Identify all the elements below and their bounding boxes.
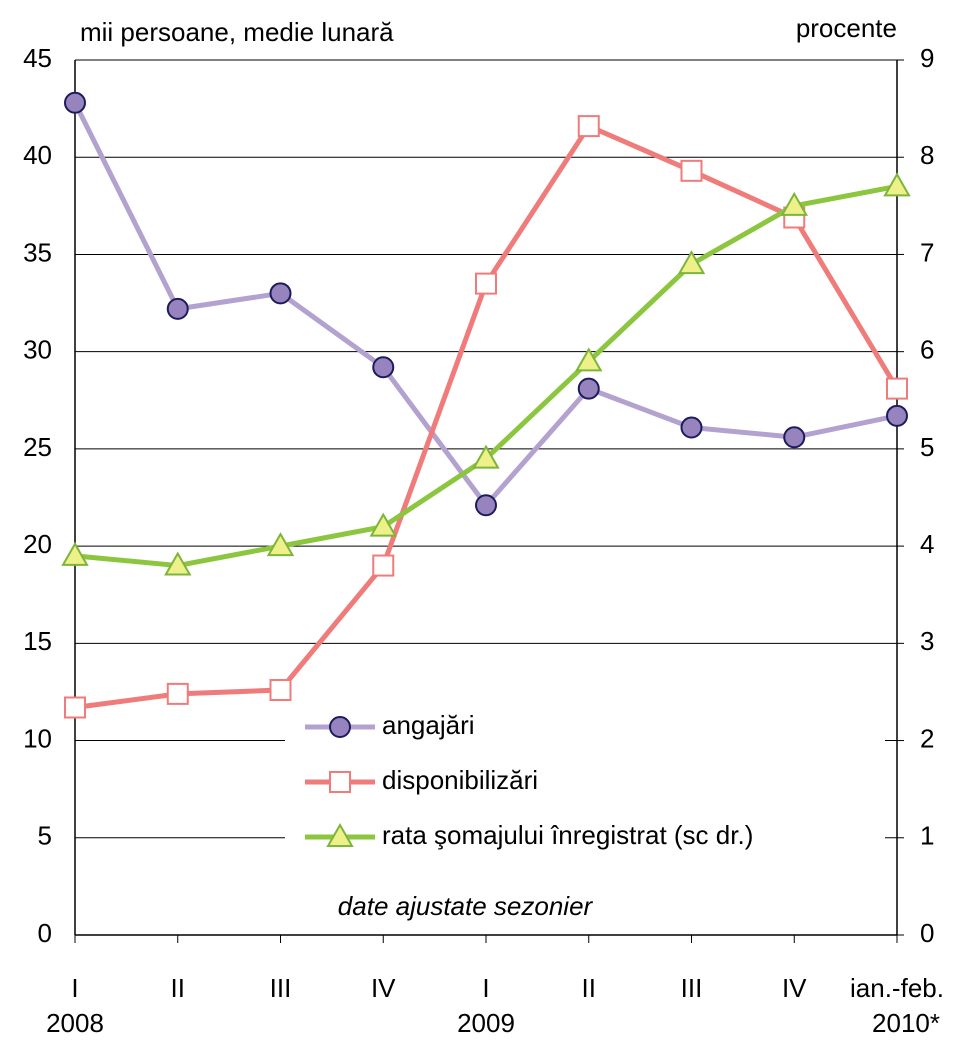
y2-tick-label: 3 (920, 626, 934, 656)
series-line (74, 123, 900, 710)
y-tick-label: 20 (23, 529, 52, 559)
y-tick-label: 40 (23, 140, 52, 170)
marker (783, 426, 806, 449)
marker (269, 282, 292, 305)
marker (64, 696, 86, 719)
marker (329, 716, 351, 738)
marker (883, 172, 911, 197)
y-tick-label: 30 (23, 335, 52, 365)
legend-label: disponibilizări (382, 765, 538, 795)
y-tick-label: 25 (23, 432, 52, 462)
year-label: 2010* (872, 1008, 940, 1038)
y-axis-label: mii persoane, medie lunară (80, 17, 394, 47)
y2-tick-label: 5 (920, 432, 934, 462)
y-tick-label: 10 (23, 723, 52, 753)
x-tick-label: I (71, 973, 78, 1003)
x-tick-label: ian.-feb. (850, 973, 944, 1003)
marker (266, 532, 295, 557)
x-tick-label: III (681, 973, 703, 1003)
legend-label: angajări (382, 710, 475, 740)
y2-tick-label: 9 (920, 43, 934, 73)
legend-label: rata şomajului înregistrat (sc dr.) (382, 820, 753, 850)
marker (577, 115, 600, 138)
marker (472, 444, 500, 469)
y2-tick-label: 6 (920, 335, 934, 365)
year-label: 2008 (46, 1008, 104, 1038)
marker (372, 356, 395, 379)
marker (61, 541, 89, 566)
y2-tick-label: 4 (920, 529, 934, 559)
y2-tick-label: 0 (920, 918, 934, 948)
y2-tick-label: 8 (920, 140, 934, 170)
x-tick-label: II (171, 973, 185, 1003)
x-tick-label: II (582, 973, 596, 1003)
marker (575, 347, 603, 372)
y2-tick-label: 7 (920, 237, 934, 267)
x-tick-label: III (270, 973, 292, 1003)
x-tick-label: IV (782, 973, 807, 1003)
marker (269, 679, 292, 701)
year-label: 2009 (457, 1008, 515, 1038)
marker (680, 416, 703, 439)
y-tick-label: 45 (23, 43, 52, 73)
marker (64, 91, 86, 114)
x-tick-label: IV (371, 973, 396, 1003)
marker (886, 377, 908, 400)
y-tick-label: 15 (23, 626, 52, 656)
marker (369, 512, 397, 537)
y-tick-label: 5 (38, 821, 52, 851)
legend-box (285, 705, 885, 870)
y2-axis-label: procente (796, 13, 897, 43)
y2-tick-label: 1 (920, 821, 934, 851)
marker (166, 682, 189, 705)
marker (475, 494, 497, 517)
y-tick-label: 35 (23, 237, 52, 267)
marker (329, 771, 351, 793)
annotation: date ajustate sezonier (338, 891, 594, 921)
marker (164, 551, 192, 576)
y-tick-label: 0 (38, 918, 52, 948)
marker (780, 191, 808, 216)
marker (475, 272, 497, 295)
marker (677, 250, 706, 275)
marker (886, 404, 908, 427)
marker (166, 297, 189, 320)
marker (680, 159, 703, 182)
marker (326, 822, 354, 847)
x-tick-label: I (482, 973, 489, 1003)
marker (577, 377, 600, 400)
y2-tick-label: 2 (920, 723, 934, 753)
marker (372, 554, 395, 577)
